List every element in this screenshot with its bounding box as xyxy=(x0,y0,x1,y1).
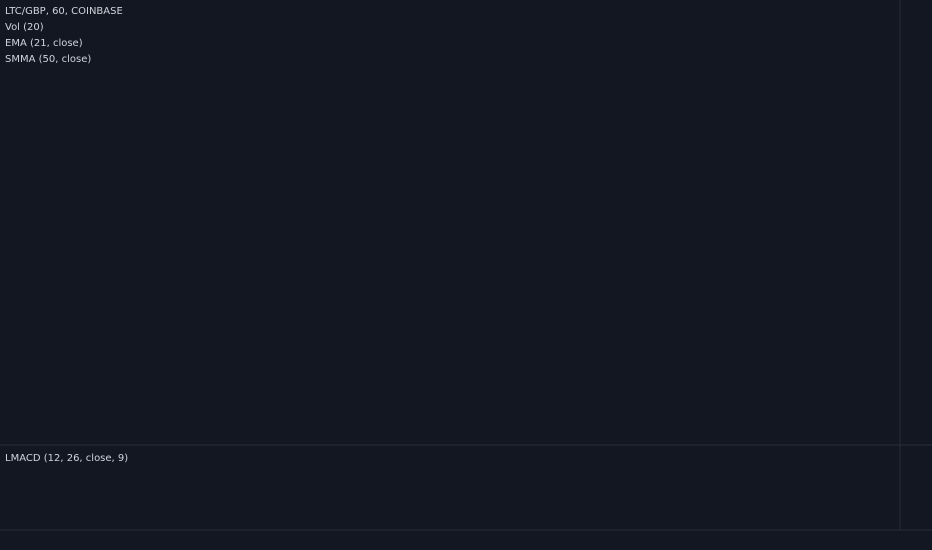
indicator-legend: SMMA (50, close) xyxy=(5,54,91,65)
macd-title: LMACD (12, 26, close, 9) xyxy=(5,453,128,464)
symbol-title: LTC/GBP, 60, COINBASE xyxy=(5,6,123,17)
indicator-legend: Vol (20) xyxy=(5,22,44,33)
indicator-legend: EMA (21, close) xyxy=(5,38,83,49)
